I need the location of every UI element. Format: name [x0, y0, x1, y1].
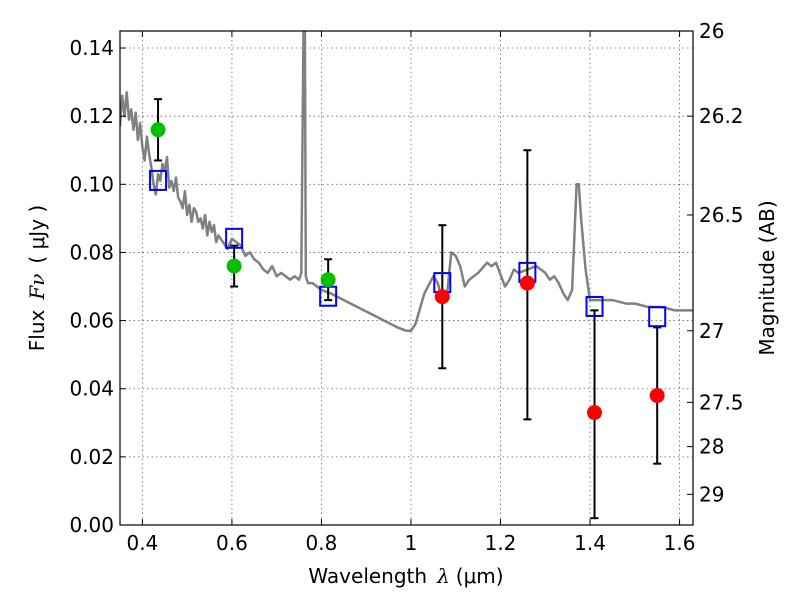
y-tick-label: 0.08	[69, 240, 114, 264]
error-bars	[154, 98, 662, 520]
y2-axis-label: Magnitude (AB)	[755, 200, 779, 355]
model-spectrum-line	[120, 31, 693, 333]
plot-frame	[119, 30, 694, 526]
model-band-square	[149, 169, 168, 191]
observed-points	[150, 122, 665, 421]
x-tick-label: 1.4	[574, 531, 606, 555]
y-tick-label: 0.10	[69, 172, 114, 196]
observed-optical-point	[320, 272, 336, 288]
x-tick-label: 0.4	[126, 531, 158, 555]
observed-nir-point	[587, 405, 603, 421]
y2-tick-label: 28	[699, 435, 724, 459]
y-tick-label: 0.00	[69, 513, 114, 537]
y-tick-label: 0.12	[69, 104, 114, 128]
y-axis-label: FluxFν( μJy )	[25, 205, 49, 351]
y-tick-labels: 0.00 0.02 0.04 0.06 0.08 0.10 0.12 0.14	[69, 36, 114, 537]
y2-tick-label: 26.5	[699, 203, 744, 227]
y-tick-label: 0.14	[69, 36, 114, 60]
observed-nir-point	[649, 388, 665, 404]
observed-optical-point	[226, 258, 242, 274]
model-band-markers	[149, 169, 667, 328]
model-spectrum	[120, 31, 693, 333]
y2-tick-label: 29	[699, 482, 724, 506]
x-tick-label: 1.6	[664, 531, 696, 555]
model-band-square	[585, 295, 604, 317]
x-tick-label: 0.8	[306, 531, 338, 555]
y2-tick-label: 27.5	[699, 390, 744, 414]
x-axis-label: Wavelength λ (μm)	[308, 564, 503, 588]
x-tick-labels: 0.4 0.6 0.8 1 1.2 1.4 1.6	[126, 531, 695, 555]
y2-tick-labels: 26 26.2 26.5 27 27.5 28 29	[699, 19, 744, 506]
y2-tick-label: 26	[699, 19, 724, 43]
x-tick-label: 1.2	[485, 531, 517, 555]
axis-ticks	[120, 30, 693, 526]
model-band-square	[648, 306, 667, 328]
y-tick-label: 0.02	[69, 445, 114, 469]
x-tick-label: 1	[405, 531, 418, 555]
observed-nir-point	[519, 275, 535, 291]
model-band-square	[225, 227, 244, 249]
observed-nir-point	[434, 289, 450, 305]
x-tick-label: 0.6	[216, 531, 248, 555]
y2-tick-label: 26.2	[699, 104, 744, 128]
grid	[120, 31, 693, 526]
observed-optical-point	[150, 122, 166, 138]
y-tick-label: 0.06	[69, 309, 114, 333]
y2-tick-label: 27	[699, 319, 724, 343]
y-tick-label: 0.04	[69, 377, 114, 401]
